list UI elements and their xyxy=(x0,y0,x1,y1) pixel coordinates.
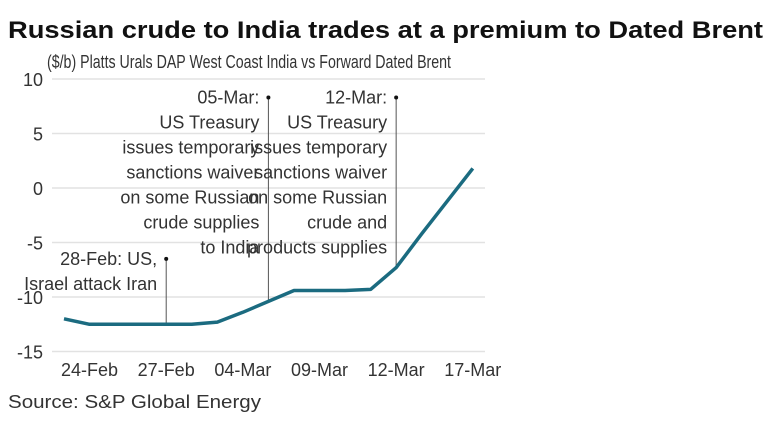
x-tick-label: 27-Feb xyxy=(138,360,195,380)
y-tick-label: -5 xyxy=(27,234,43,254)
annotation-dot xyxy=(164,256,169,261)
annotation-text: on some Russian xyxy=(120,188,259,208)
y-axis: 10 5 0 -5 -10 -15 xyxy=(17,70,43,363)
series xyxy=(63,167,475,327)
annotation-text: sanctions waiver xyxy=(126,163,259,183)
annotation-text: 05-Mar: xyxy=(197,88,259,108)
y-tick-label: -10 xyxy=(17,288,43,308)
y-tick-label: 0 xyxy=(33,179,43,199)
annotation-dot xyxy=(394,95,399,100)
x-tick-label: 09-Mar xyxy=(291,360,348,380)
x-tick-label: 12-Mar xyxy=(368,360,425,380)
annotation: 12-Mar: US Treasury issues temporary sancti… xyxy=(247,88,399,268)
annotation: 28-Feb: US, Israel attack Iran xyxy=(24,249,169,325)
x-tick-label: 17-Mar xyxy=(444,360,501,380)
annotation-text: on some Russian xyxy=(248,188,387,208)
annotation-text: issues temporary xyxy=(250,138,387,158)
y-tick-label: 5 xyxy=(33,125,43,145)
annotation-text: 12-Mar: xyxy=(325,88,387,108)
annotation-text: 28-Feb: US, xyxy=(60,249,157,269)
annotation-text: crude and xyxy=(307,213,387,233)
y-tick-label: 10 xyxy=(23,70,43,90)
chart-title: Russian crude to India trades at a premi… xyxy=(8,17,763,44)
chart-subtitle: ($/b) Platts Urals DAP West Coast India … xyxy=(47,52,451,72)
annotation-text: to India xyxy=(200,238,260,258)
annotation-text: US Treasury xyxy=(287,113,387,133)
annotation-text: Israel attack Iran xyxy=(24,274,157,294)
annotation-text: products supplies xyxy=(247,238,387,258)
annotation-text: US Treasury xyxy=(159,113,259,133)
annotation: 05-Mar: US Treasury issues temporary sancti… xyxy=(120,88,271,302)
source-note: Source: S&P Global Energy xyxy=(8,392,261,412)
annotation-text: issues temporary xyxy=(122,138,259,158)
x-tick-label: 24-Feb xyxy=(61,360,118,380)
annotation-text: sanctions waiver xyxy=(254,163,387,183)
annotations: 28-Feb: US, Israel attack Iran 05-Mar: US T… xyxy=(24,88,399,325)
x-axis: 24-Feb 27-Feb 04-Mar 09-Mar 12-Mar 17-Mar xyxy=(61,360,501,380)
y-tick-label: -15 xyxy=(17,343,43,363)
x-tick-label: 04-Mar xyxy=(214,360,271,380)
annotation-dot xyxy=(266,95,271,100)
annotation-text: crude supplies xyxy=(143,213,259,233)
